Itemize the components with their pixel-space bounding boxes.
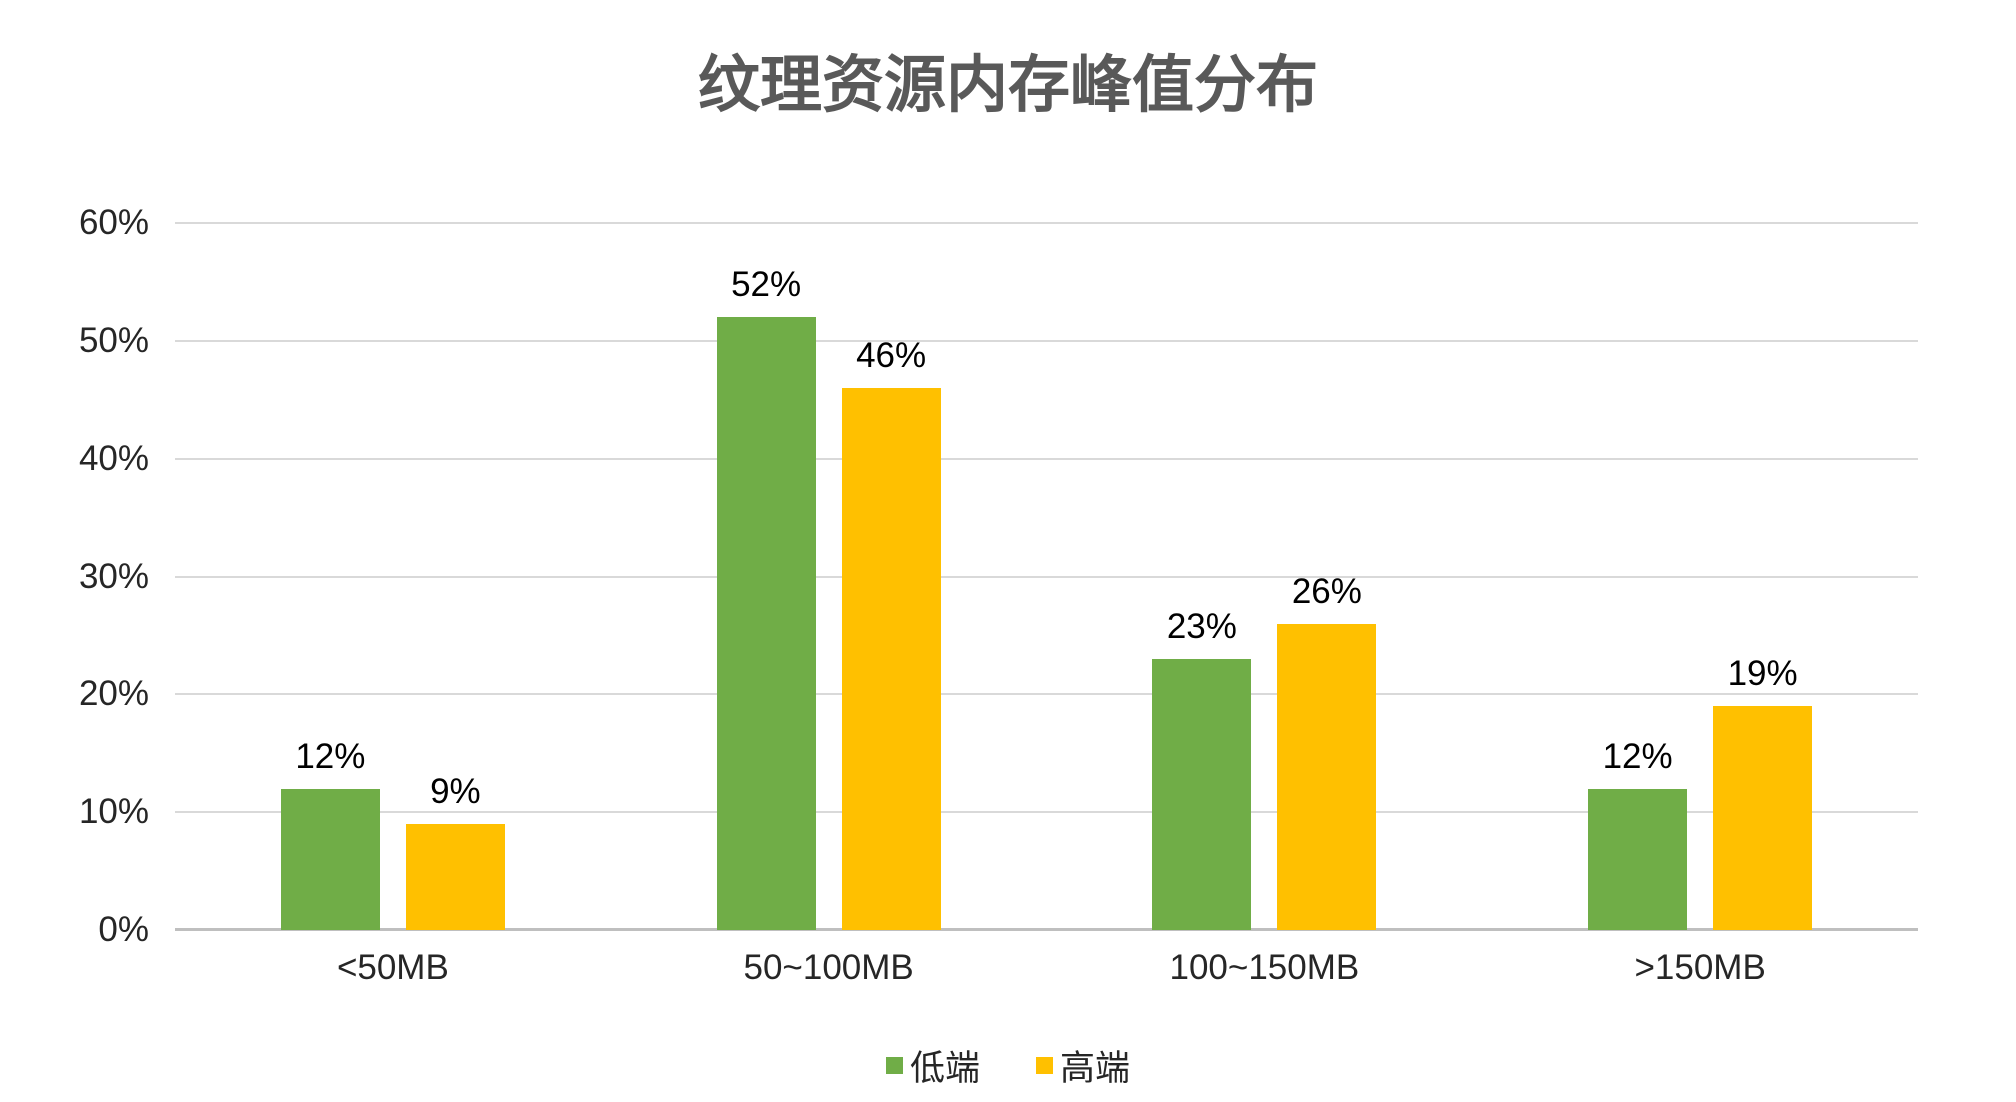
y-tick-label: 10%	[78, 792, 149, 832]
bar-高端: 46%	[841, 336, 941, 930]
category-label: >150MB	[1634, 948, 1766, 987]
legend-label: 高端	[1060, 1049, 1131, 1088]
y-tick-label: 40%	[78, 438, 149, 478]
gridline	[175, 457, 1918, 460]
bar-高端: 9%	[405, 772, 505, 930]
gridline	[175, 693, 1918, 696]
bar-value-label: 9%	[430, 771, 481, 811]
bar-低端: 23%	[1152, 607, 1252, 930]
bar-group: 12% 9%	[175, 223, 611, 930]
bar-group: 52% 46%	[611, 223, 1047, 930]
category-label: 50~100MB	[743, 948, 914, 987]
bar-低端: 12%	[1588, 737, 1688, 930]
bar-高端: 26%	[1277, 572, 1377, 930]
bar-value-label: 23%	[1166, 606, 1237, 646]
legend-item: 低端	[885, 1040, 980, 1091]
bar-group: 23% 26%	[1047, 223, 1483, 930]
gridline	[175, 222, 1918, 224]
bar-value-label: 19%	[1727, 654, 1798, 694]
bar-group: 12% 19%	[1482, 223, 1918, 930]
y-tick-label: 50%	[78, 320, 149, 360]
x-axis-baseline	[175, 928, 1918, 931]
y-tick-label: 20%	[78, 674, 149, 714]
bar-高端: 19%	[1713, 654, 1813, 930]
gridline	[175, 339, 1918, 342]
bar-value-label: 46%	[856, 335, 927, 375]
category-label: 100~150MB	[1169, 948, 1360, 987]
chart-title: 纹理资源内存峰值分布	[697, 51, 1318, 120]
legend-swatch-icon	[1036, 1057, 1053, 1074]
bar-value-label: 12%	[1602, 736, 1673, 776]
x-axis-labels: <50MB 50~100MB 100~150MB >150MB	[175, 948, 1918, 988]
bar-value-label: 26%	[1291, 571, 1362, 611]
legend-label: 低端	[909, 1049, 980, 1088]
bar-groups-layer: 12% 9% 52% 46% 23% 26% 12% 19%	[175, 223, 1918, 930]
y-tick-label: 30%	[78, 556, 149, 596]
gridline	[175, 811, 1918, 814]
y-tick-label: 0%	[98, 910, 149, 949]
bar-value-label: 52%	[731, 265, 802, 305]
bar-低端: 52%	[716, 265, 816, 930]
legend-swatch-icon	[885, 1057, 903, 1074]
category-label: <50MB	[336, 948, 449, 987]
bar-低端: 12%	[280, 737, 380, 930]
legend: 低端 高端	[0, 1040, 2016, 1091]
plot-area: 0% 10% 20% 30% 40% 50% 60% 12% 9% 52% 46% 23% 26% 12…	[79, 203, 1918, 987]
y-tick-label: 60%	[78, 203, 149, 242]
legend-item: 高端	[1036, 1040, 1130, 1091]
bar-value-label: 12%	[295, 736, 366, 776]
gridline	[175, 575, 1918, 578]
